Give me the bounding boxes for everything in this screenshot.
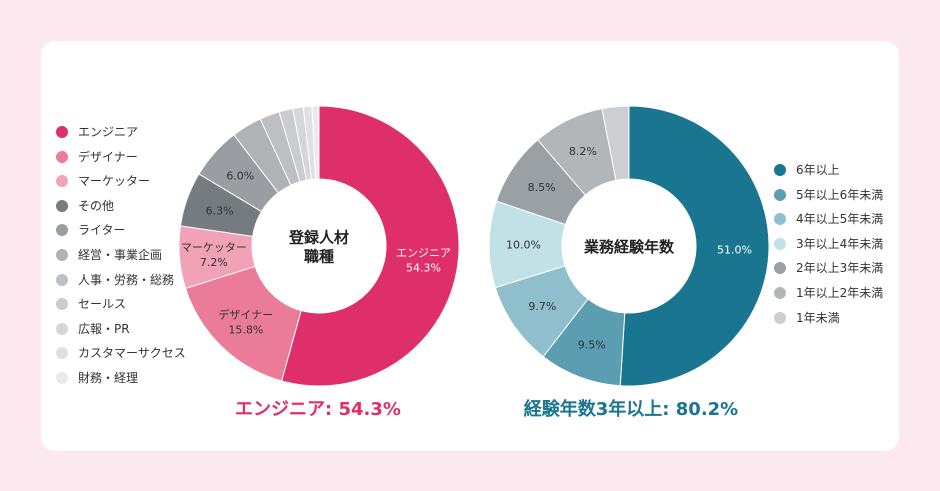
donut-chart-job-type: エンジニア 54.3% デザイナー 15.8% マーケッター 7.2% 6.3% 6.0% 登録…: [178, 105, 460, 387]
legend-label: 3年以上4年未満: [796, 236, 884, 251]
legend-label: 2年以上3年未満: [796, 261, 884, 276]
legend-job-type: エンジニアデザイナーマーケッター その他ライター経営・事業企画 人事・労務・総務 セー…: [56, 120, 206, 391]
slice-label-0-3-0: 6.3%: [206, 205, 234, 218]
legend-swatch: [56, 175, 68, 188]
slice-label-0-1-0: デザイナー: [218, 307, 273, 321]
slice-label-1-4-0: 8.5%: [528, 181, 556, 194]
center-title-0-1: 職種: [304, 248, 334, 266]
slice-label-1-0-0: 51.0%: [717, 243, 752, 256]
legend-item-1-6: 1年未満: [774, 306, 904, 331]
center-title-0-0: 登録人材: [288, 229, 349, 247]
slice-1-6: [601, 105, 630, 181]
legend-label: 5年以上6年未満: [796, 187, 884, 202]
legend-swatch: [774, 188, 786, 201]
slice-0-0: [281, 105, 460, 387]
legend-item-1-1: 5年以上6年未満: [774, 183, 904, 208]
legend-swatch: [774, 286, 786, 299]
slice-label-0-2-0: マーケッター: [181, 241, 247, 254]
legend-label: その他: [78, 198, 115, 213]
slice-label-1-1-0: 9.5%: [578, 339, 606, 352]
slice-label-0-0-0: エンジニア: [396, 247, 451, 260]
slice-label-0-4-0: 6.0%: [226, 170, 254, 183]
slice-0-1: [184, 265, 302, 382]
legend-label: 広報・PR: [78, 321, 130, 336]
slice-label-0-2-1: 7.2%: [200, 256, 228, 269]
legend-swatch: [56, 248, 68, 261]
legend-label: ライター: [78, 223, 126, 238]
legend-swatch: [56, 126, 68, 138]
legend-item-1-0: 6年以上: [774, 158, 904, 183]
summary-experience: 経験年数3年以上: 80.2%: [523, 399, 739, 420]
slice-label-1-2-0: 9.7%: [528, 300, 556, 313]
legend-label: マーケッター: [78, 174, 151, 189]
legend-swatch: [56, 371, 68, 384]
legend-item-1-3: 3年以上4年未満: [774, 232, 904, 257]
legend-swatch: [774, 262, 786, 275]
legend-swatch: [56, 150, 68, 163]
slice-label-1-3-0: 10.0%: [506, 239, 541, 252]
legend-item-0-4: ライター: [56, 218, 206, 243]
legend-label: エンジニア: [78, 125, 139, 139]
center-title-1-0: 業務経験年数: [583, 238, 675, 256]
legend-swatch: [56, 273, 68, 286]
slice-label-0-0-1: 54.3%: [406, 262, 441, 275]
legend-label: セールス: [78, 297, 127, 312]
legend-label: 人事・労務・総務: [78, 272, 175, 287]
donut-chart-experience: 51.0% 9.5% 9.7% 10.0% 8.5% 8.2% 業務経験年数: [488, 105, 770, 387]
legend-item-1-5: 1年以上2年未満: [774, 281, 904, 306]
legend-item-0-9: カスタマーサクセス: [56, 341, 206, 366]
legend-label: 1年未満: [796, 310, 840, 325]
legend-swatch: [56, 298, 68, 311]
legend-label: 6年以上: [796, 163, 840, 177]
legend-item-0-3: その他: [56, 194, 206, 219]
legend-swatch: [56, 322, 68, 335]
legend-swatch: [774, 311, 786, 324]
legend-swatch: [56, 224, 68, 237]
legend-item-0-2: マーケッター: [56, 169, 206, 194]
legend-swatch: [774, 213, 786, 226]
legend-label: 経営・事業企画: [78, 247, 163, 262]
legend-item-0-8: 広報・PR: [56, 317, 206, 342]
legend-swatch: [774, 237, 786, 250]
legend-swatch: [774, 164, 786, 176]
legend-item-0-7: セールス: [56, 292, 206, 317]
slice-label-0-1-1: 15.8%: [228, 323, 263, 336]
card: エンジニア デザイナー マーケッター その他 ライター 経営・事業企画 人事・労務・総務 セー…: [41, 41, 899, 451]
legend-item-0-0: エンジニア: [56, 120, 206, 145]
legend-item-1-2: 4年以上5年未満: [774, 207, 904, 232]
legend-label: 4年以上5年未満: [796, 212, 884, 227]
legend-item-0-10: 財務・経理: [56, 366, 206, 391]
slice-label-1-5-0: 8.2%: [569, 145, 597, 158]
legend-swatch: [56, 347, 68, 360]
legend-item-0-6: 人事・労務・総務: [56, 268, 206, 293]
summary-job-type: エンジニア: 54.3%: [235, 399, 401, 420]
legend-item-0-1: デザイナー: [56, 145, 206, 170]
legend-label: 1年以上2年未満: [796, 285, 884, 300]
legend-experience: 6年以上 5年以上6年未満 4年以上5年未満 3年以上4年未満 2年以上3年未満 1年以上…: [774, 158, 904, 330]
legend-label: カスタマーサクセス: [78, 346, 186, 361]
slice-0-10: [311, 105, 320, 180]
legend-item-0-5: 経営・事業企画: [56, 243, 206, 268]
legend-swatch: [56, 199, 68, 212]
legend-label: 財務・経理: [78, 370, 139, 385]
slice-1-0: [619, 105, 770, 387]
legend-label: デザイナー: [78, 149, 138, 164]
legend-item-1-4: 2年以上3年未満: [774, 256, 904, 281]
